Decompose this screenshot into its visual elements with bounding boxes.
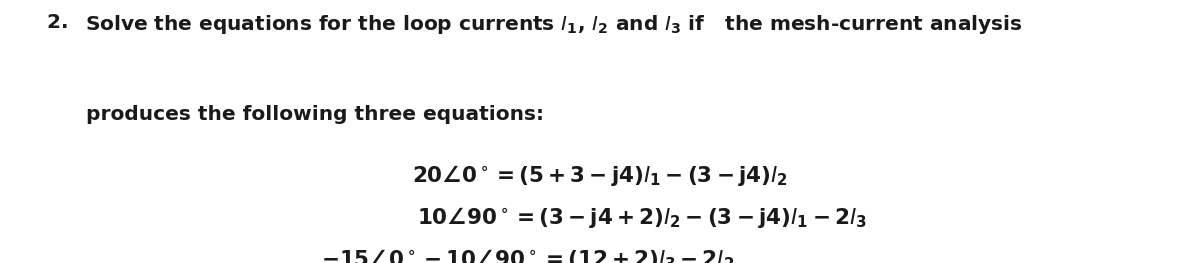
Text: $\mathbf{20\angle0^\circ = (5 + 3 - j4)\mathit{I}_1 - (3 - j4)\mathit{I}_2}$: $\mathbf{20\angle0^\circ = (5 + 3 - j4)\… (412, 163, 788, 188)
Text: $\mathbf{-15\angle0^\circ - 10\angle90^\circ = (12 + 2)\mathit{I}_3 - 2\mathit{I: $\mathbf{-15\angle0^\circ - 10\angle90^\… (322, 247, 734, 263)
Text: Solve the equations for the loop currents $\mathbf{\mathit{I}_1}$, $\mathbf{\mat: Solve the equations for the loop current… (85, 13, 1022, 36)
Text: $\mathbf{10\angle90^\circ = (3 - j4 + 2)\mathit{I}_2 - (3 - j4)\mathit{I}_1 - 2\: $\mathbf{10\angle90^\circ = (3 - j4 + 2)… (418, 205, 866, 230)
Text: produces the following three equations:: produces the following three equations: (86, 105, 545, 124)
Text: $\mathbf{2.}$: $\mathbf{2.}$ (46, 13, 67, 32)
